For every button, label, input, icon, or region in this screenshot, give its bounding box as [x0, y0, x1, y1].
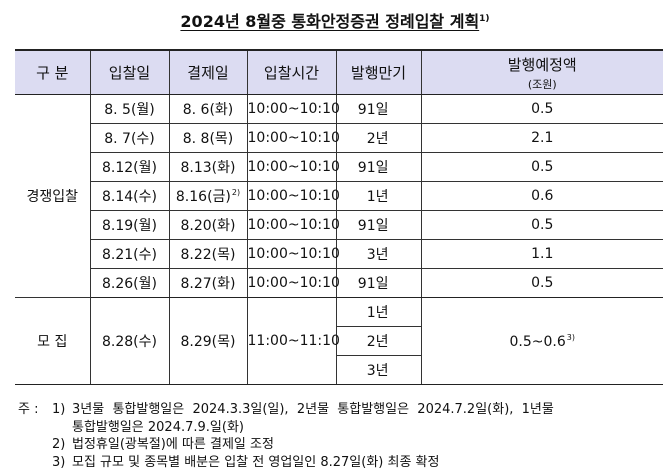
footnote-number: 2) [52, 437, 66, 452]
settle-date: 8. 6(화) [168, 94, 248, 124]
table-row: 3년 [15, 355, 663, 385]
table-row: 모 집 8.28(수) 8.29(목) 11:00~11:10 1년 0.5~0… [15, 297, 663, 385]
amount: 2.1 [420, 123, 663, 153]
amount: 1.1 [420, 239, 663, 269]
auction-schedule-table: 구 분 입찰일 결제일 입찰시간 발행만기 발행예정액 (조원) 경쟁입찰 8.… [15, 49, 663, 385]
footnote-text: 법정휴일(광복절)에 따른 결제일 조정 [72, 437, 274, 452]
footnote-number: 1) [52, 402, 66, 417]
footnote-number: 3) [52, 454, 66, 470]
settle-date: 8.22(목) [168, 239, 248, 269]
maturity: 1년 [335, 297, 422, 327]
footnote-1: 주 : 1) 3년물 통합발행일은 2024.3.3일(일), 2년물 통합발행일은… [18, 401, 554, 419]
footnotes: 주 : 1) 3년물 통합발행일은 2024.3.3일(일), 2년물 통합발행일은… [18, 401, 554, 471]
header-row: 구 분 입찰일 결제일 입찰시간 발행만기 발행예정액 (조원) [15, 49, 663, 95]
header-maturity: 발행만기 [335, 49, 422, 95]
settle-date: 8.16(금)2) [168, 181, 248, 211]
settle-date: 8.27(화) [168, 268, 248, 298]
bid-time: 10:00~10:10 [246, 123, 340, 153]
maturity: 91일 [335, 210, 422, 240]
table-row: 8.14(수) 8.16(금)2) 10:00~10:10 1년 0.6 [15, 181, 663, 211]
title-text: 2024년 8월중 통화안정증권 정례입찰 계획 [180, 12, 480, 31]
footnote-text: 3년물 통합발행일은 2024.3.3일(일), 2년물 통합발행일은 2024… [72, 402, 554, 417]
notes-label: 주 : [18, 402, 39, 417]
footnote-3: 3) 모집 규모 및 종목별 배분은 입찰 전 영업일인 8.27일(화) 최종 … [18, 454, 554, 472]
maturity: 1년 [335, 181, 422, 211]
bid-time: 11:00~11:10 [246, 297, 340, 385]
maturity: 3년 [336, 355, 421, 385]
bid-date: 8.12(월) [90, 152, 170, 182]
maturity: 2년 [336, 326, 421, 356]
maturity: 2년 [335, 123, 422, 153]
footnote-text: 통합발행일은 2024.7.9.일(화) [72, 419, 244, 435]
table-row: 경쟁입찰 8. 5(월) 8. 6(화) 10:00~10:10 91일 0.5 [15, 94, 663, 298]
bid-date: 8.26(월) [90, 268, 170, 298]
amount: 0.6 [420, 181, 663, 211]
bid-date: 8.14(수) [90, 181, 170, 211]
amount-footnote-mark: 3) [566, 332, 575, 342]
bid-date: 8. 7(수) [90, 123, 170, 153]
category-competitive: 경쟁입찰 [15, 94, 91, 298]
title-footnote-mark: 1) [479, 14, 490, 24]
bid-time: 10:00~10:10 [246, 181, 340, 211]
settle-date: 8. 8(목) [168, 123, 248, 153]
header-bid-date: 입찰일 [89, 49, 170, 95]
bid-date: 8. 5(월) [89, 94, 170, 124]
settle-date-text: 8.16(금) [175, 189, 231, 205]
header-amount-unit: (조원) [527, 77, 557, 91]
offering-group: 모 집 8.28(수) 8.29(목) 11:00~11:10 1년 0.5~0… [15, 297, 663, 385]
amount-text: 0.5~0.6 [509, 333, 566, 350]
competitive-bid-group: 경쟁입찰 8. 5(월) 8. 6(화) 10:00~10:10 91일 0.5… [15, 94, 663, 298]
table-row: 8.21(수) 8.22(목) 10:00~10:10 3년 1.1 [15, 239, 663, 269]
bid-time: 10:00~10:10 [246, 152, 340, 182]
table-row: 2년 [15, 326, 663, 356]
maturity: 91일 [335, 152, 422, 182]
amount: 0.5~0.63) [420, 297, 663, 385]
amount: 0.5 [420, 268, 663, 298]
table-row: 8.19(월) 8.20(화) 10:00~10:10 91일 0.5 [15, 210, 663, 240]
maturity: 91일 [335, 268, 422, 298]
table-row: 8.26(월) 8.27(화) 10:00~10:10 91일 0.5 [15, 268, 663, 298]
header-amount-label: 발행예정액 [507, 55, 577, 74]
maturity: 91일 [335, 94, 422, 124]
header-amount: 발행예정액 (조원) [420, 49, 663, 95]
settle-footnote-mark: 2) [231, 188, 241, 197]
settle-date: 8.13(화) [168, 152, 248, 182]
settle-date: 8.29(목) [168, 297, 248, 385]
header-settle-date: 결제일 [168, 49, 248, 95]
bid-time: 10:00~10:10 [246, 94, 340, 124]
table-row: 8.12(월) 8.13(화) 10:00~10:10 91일 0.5 [15, 152, 663, 182]
bid-time: 10:00~10:10 [246, 210, 340, 240]
bid-date: 8.21(수) [90, 239, 170, 269]
amount: 0.5 [420, 210, 663, 240]
amount: 0.5 [420, 152, 663, 182]
settle-date: 8.20(화) [168, 210, 248, 240]
amount: 0.5 [420, 94, 663, 124]
footnote-1-continued: 통합발행일은 2024.7.9.일(화) [18, 419, 554, 437]
header-category: 구 분 [15, 49, 91, 95]
bid-time: 10:00~10:10 [246, 239, 340, 269]
document-title: 2024년 8월중 통화안정증권 정례입찰 계획1) [0, 8, 670, 32]
table-row: 8. 7(수) 8. 8(목) 10:00~10:10 2년 2.1 [15, 123, 663, 153]
category-offering: 모 집 [15, 297, 91, 385]
bid-date: 8.19(월) [90, 210, 170, 240]
maturity: 3년 [335, 239, 422, 269]
footnote-2: 2) 법정휴일(광복절)에 따른 결제일 조정 [18, 436, 554, 454]
header-bid-time: 입찰시간 [246, 49, 337, 95]
bid-date: 8.28(수) [89, 297, 170, 385]
bid-time: 10:00~10:10 [246, 268, 340, 298]
footnote-text: 모집 규모 및 종목별 배분은 입찰 전 영업일인 8.27일(화) 최종 확정 [72, 454, 440, 470]
